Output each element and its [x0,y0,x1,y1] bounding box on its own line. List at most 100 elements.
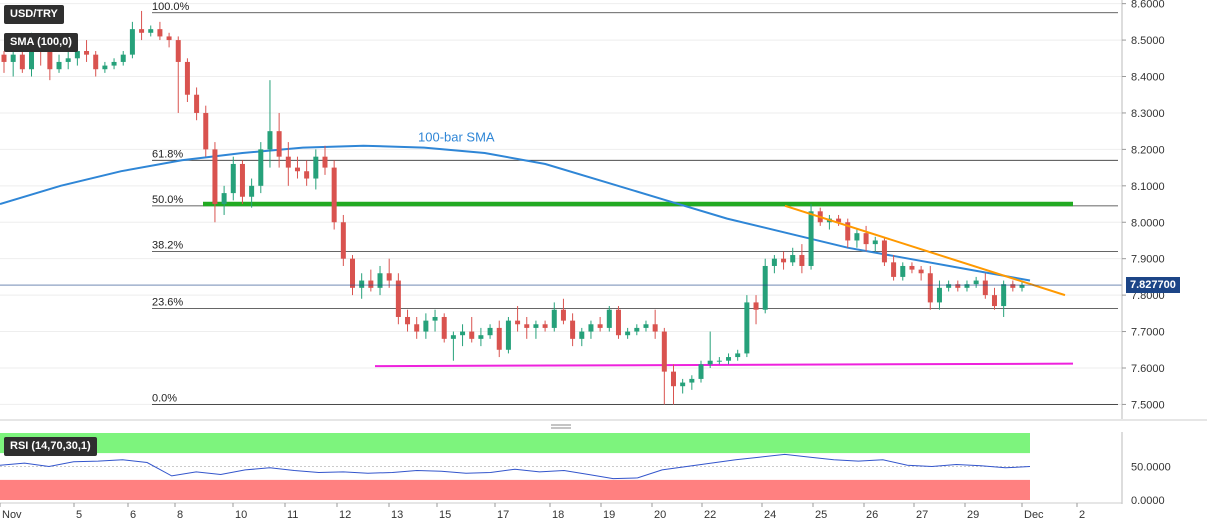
panel-divider[interactable] [0,419,1207,432]
candle [139,10,145,41]
candle-body [10,54,16,62]
candle [661,327,667,405]
price-tick-label: 8.4000 [1131,72,1165,84]
candle [597,316,603,332]
candle [634,324,640,336]
price-tick-label: 8.2000 [1131,144,1165,156]
candle-body [698,364,704,379]
sma-100-line [0,144,1031,282]
date-tick-label: 24 [764,509,776,521]
candle [487,324,493,339]
candle-body [936,287,942,303]
candle-body [771,258,777,266]
candle [680,378,686,394]
candle-body [606,309,612,328]
candle-body [414,324,420,332]
candle [322,145,328,175]
candle-body [973,280,979,285]
candle [854,229,860,248]
candle-body [799,255,805,266]
candle [111,58,117,70]
price-tick-label: 7.8000 [1131,290,1165,302]
candle [166,32,172,48]
support-line [374,362,1074,368]
candle-body [900,265,906,277]
price-grid [0,3,1122,405]
fib-label: 0.0% [152,392,177,404]
candle [93,51,99,77]
fib-label: 100.0% [152,1,190,13]
candle [625,327,631,339]
price-panel: 100.0% 61.8% 50.0% 38.2% 23.6% 0.0% 100-bar S… [0,0,1165,419]
fib-label: 61.8% [152,148,183,160]
candle-body [258,149,264,186]
date-tick-label: 27 [916,509,928,521]
candle-body [790,255,796,263]
candle [955,280,961,292]
candle [1010,280,1016,292]
candle-body [74,51,80,59]
candle [533,320,539,339]
candle-body [579,331,585,339]
candle-body [304,171,310,179]
candle [588,320,594,339]
candle-body [395,280,401,317]
candle-body [359,280,365,288]
price-axis: 7.5000 7.6000 7.7000 7.8000 7.9000 8.0000 8.10… [1121,0,1165,419]
candle-body [460,331,466,336]
candle [405,309,411,332]
candle-body [891,262,897,277]
candle-body [505,320,511,350]
candle-body [450,335,456,339]
candle-body [597,324,603,328]
candle [881,236,887,266]
candle [423,313,429,339]
candle-body [560,309,566,321]
candle [450,331,456,361]
rsi-axis: 0.0000 50.0000 [1121,432,1171,507]
candle [148,25,154,37]
candle [936,280,942,310]
candle [460,324,466,347]
candle [313,149,319,190]
date-tick-label: 20 [654,509,666,521]
candle-body [148,29,154,33]
candle [120,51,126,66]
candle-body [276,131,282,157]
candle [469,316,475,343]
fib-label: 38.2% [152,239,183,251]
candle-body [368,280,374,288]
candle-body [836,218,842,223]
candle-body [946,284,952,288]
candle [276,112,282,168]
price-tick-label: 8.6000 [1131,0,1165,11]
candle-body [652,324,658,332]
candle-body [350,258,356,288]
price-tick-label: 8.0000 [1131,217,1165,229]
candle [891,255,897,281]
candle [395,273,401,325]
date-tick-label: 29 [967,509,979,521]
fibonacci-levels: 100.0% 61.8% 50.0% 38.2% 23.6% 0.0% [152,1,1118,405]
candle [304,160,310,186]
candle [368,269,374,292]
candle [716,357,722,365]
date-tick-label: 5 [76,509,82,521]
candle [560,298,566,325]
candle-body [93,54,99,70]
current-price-tag: 7.827700 [1126,277,1180,294]
rsi-line [0,453,1031,480]
candle [744,295,750,358]
candle [652,309,658,339]
candle-body [478,335,484,339]
candle-body [570,320,576,339]
candle-body [221,193,227,205]
candle [1001,280,1007,317]
candle [478,327,484,347]
date-tick-label: 10 [235,509,247,521]
candle [350,255,356,296]
date-axis: Nov 5 6 8 10 11 12 13 15 17 18 19 20 22 24 25 26 27 29 Dec 2 [0,502,1122,521]
candle-body [680,382,686,387]
candle-body [753,302,759,310]
candle [726,353,732,365]
